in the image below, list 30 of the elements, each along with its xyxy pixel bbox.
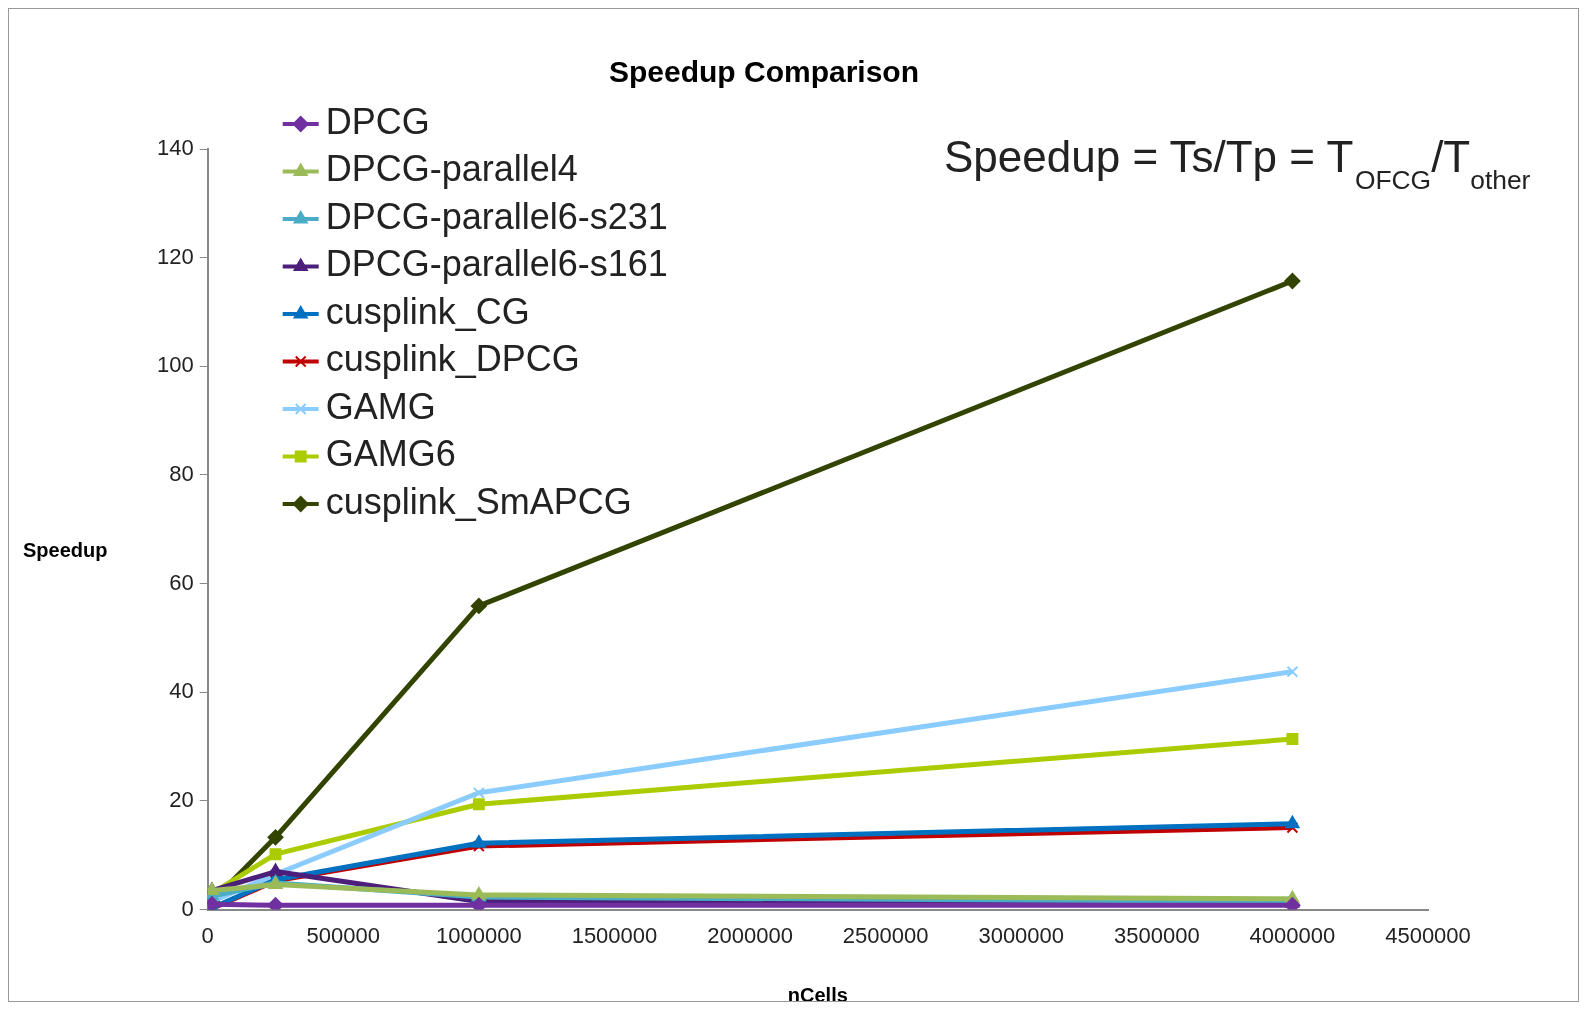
- legend-label: GAMG6: [325, 433, 456, 475]
- y-tick-label: 100: [156, 352, 194, 378]
- y-tick-label: 80: [169, 461, 194, 487]
- x-tick-label: 3000000: [978, 922, 1065, 948]
- x-tick-label: 500000: [306, 922, 381, 948]
- y-tick-label: 20: [169, 787, 194, 813]
- x-tick-label: 0: [201, 922, 214, 948]
- x-tick-label: 2000000: [707, 922, 793, 948]
- y-tick-label: 140: [156, 135, 194, 161]
- y-tick-label: 60: [169, 569, 194, 595]
- x-tick-label: 1500000: [571, 922, 658, 948]
- y-tick-label: 0: [181, 895, 194, 921]
- legend-label: DPCG-parallel4: [325, 148, 578, 190]
- x-axis-title: nCells: [787, 983, 848, 1006]
- y-tick-label: 120: [156, 243, 194, 269]
- legend-label: cusplink_SmAPCG: [325, 480, 632, 522]
- legend-label: GAMG: [325, 385, 436, 427]
- legend-label: DPCG-parallel6-s161: [325, 243, 668, 285]
- x-tick-label: 3500000: [1114, 922, 1200, 948]
- legend-label: DPCG: [325, 100, 430, 142]
- y-tick-label: 40: [169, 678, 194, 704]
- x-tick-label: 4000000: [1249, 922, 1336, 948]
- x-tick-label: 2500000: [842, 922, 929, 948]
- legend-label: cusplink_CG: [325, 290, 530, 332]
- y-axis-title: Speedup: [23, 538, 108, 561]
- chart-title: Speedup Comparison: [608, 55, 920, 89]
- x-tick-label: 1000000: [436, 922, 522, 948]
- legend-label: cusplink_DPCG: [325, 338, 580, 380]
- x-tick-label: 4500000: [1385, 922, 1471, 948]
- legend-label: DPCG-parallel6-s231: [325, 195, 668, 237]
